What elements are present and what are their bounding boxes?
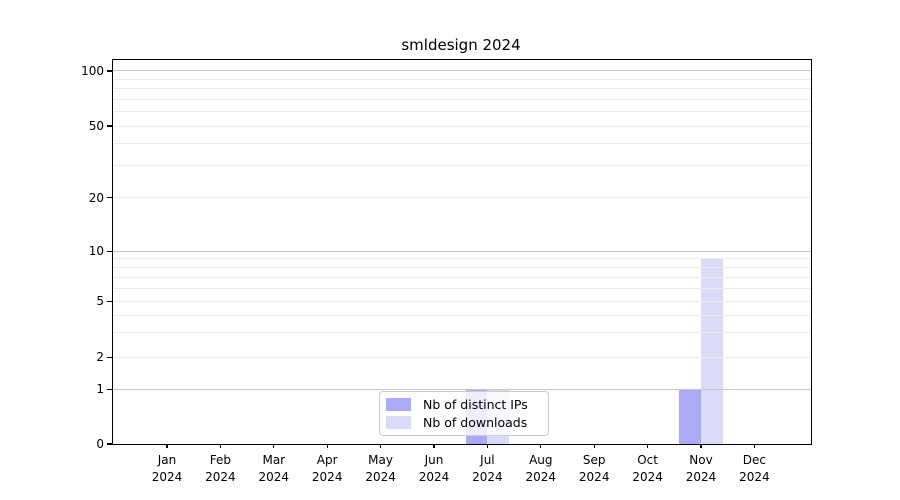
- x-tick-label: Jun 2024: [418, 453, 450, 484]
- gridline-minor: [113, 78, 811, 80]
- x-tick-label: Feb 2024: [205, 453, 236, 484]
- x-tick-mark: [647, 444, 649, 448]
- y-tick-label: 2: [96, 350, 104, 365]
- y-tick-label: 1: [96, 382, 104, 397]
- y-tick-mark: [107, 300, 112, 303]
- x-tick-label: Oct 2024: [632, 453, 663, 484]
- gridline-minor: [113, 276, 811, 278]
- x-tick-label: Apr 2024: [311, 453, 343, 484]
- y-tick-label: 0: [96, 437, 104, 451]
- gridline-minor: [113, 111, 811, 113]
- y-tick-label: 50: [88, 119, 104, 133]
- y-tick-mark: [107, 70, 112, 72]
- x-tick-mark: [700, 444, 702, 448]
- legend-label: Nb of downloads: [423, 415, 528, 430]
- gridline-minor: [113, 287, 811, 289]
- x-tick-label: May 2024: [365, 453, 396, 484]
- y-tick-mark: [107, 388, 112, 390]
- x-tick-label: Sep 2024: [578, 453, 610, 484]
- x-tick-label: Nov 2024: [685, 453, 717, 484]
- x-tick-label: Jul 2024: [472, 453, 503, 484]
- x-tick-mark: [486, 444, 488, 448]
- x-tick-label: Dec 2024: [739, 453, 770, 484]
- y-tick-label: 5: [96, 294, 104, 309]
- gridline-minor: [113, 301, 811, 302]
- y-tick-mark: [107, 250, 112, 252]
- gridline-minor: [113, 258, 811, 260]
- gridline-minor: [113, 142, 811, 144]
- gridline-minor: [113, 125, 811, 127]
- x-tick-mark: [166, 444, 168, 448]
- y-tick-mark: [107, 443, 112, 445]
- x-tick-mark: [380, 444, 382, 448]
- legend-item: Nb of distinct IPs: [386, 397, 540, 412]
- legend-swatch: [386, 416, 411, 429]
- y-tick-mark: [107, 356, 112, 359]
- gridline-major: [113, 70, 811, 72]
- y-tick-label: 20: [88, 190, 104, 205]
- x-tick-mark: [219, 444, 221, 448]
- x-tick-mark: [433, 444, 435, 448]
- x-tick-mark: [273, 444, 275, 448]
- x-tick-label: Aug 2024: [525, 453, 557, 484]
- x-tick-label: Jan 2024: [151, 453, 183, 484]
- y-tick-mark: [107, 125, 112, 127]
- legend-label: Nb of distinct IPs: [423, 397, 528, 412]
- gridline-minor: [113, 98, 811, 100]
- plot-area: Nb of distinct IPs Nb of downloads 0 1 2 5 10…: [81, 59, 812, 484]
- gridline-minor: [113, 197, 811, 199]
- x-tick-mark: [593, 444, 595, 448]
- legend-item: Nb of downloads: [386, 415, 540, 430]
- gridline-minor: [113, 332, 811, 334]
- gridline-minor: [113, 88, 811, 90]
- x-tick-mark: [540, 444, 542, 448]
- gridline-minor: [113, 314, 811, 316]
- gridline-major: [113, 250, 811, 252]
- legend: Nb of distinct IPs Nb of downloads: [379, 391, 549, 436]
- chart-title: smldesign 2024: [401, 36, 521, 54]
- x-tick-mark: [753, 444, 755, 448]
- bar-distinct-ips: [679, 389, 701, 444]
- gridline-major: [113, 388, 811, 390]
- gridline-minor: [113, 165, 811, 167]
- y-tick-mark: [107, 197, 112, 199]
- y-tick-label: 10: [88, 244, 104, 259]
- gridline-minor: [113, 357, 811, 358]
- x-tick-label: Mar 2024: [258, 453, 290, 484]
- x-tick-mark: [326, 444, 328, 448]
- bar-downloads: [701, 258, 723, 444]
- gridline-minor: [113, 266, 811, 268]
- y-tick-label: 100: [81, 63, 104, 78]
- legend-swatch: [386, 398, 411, 411]
